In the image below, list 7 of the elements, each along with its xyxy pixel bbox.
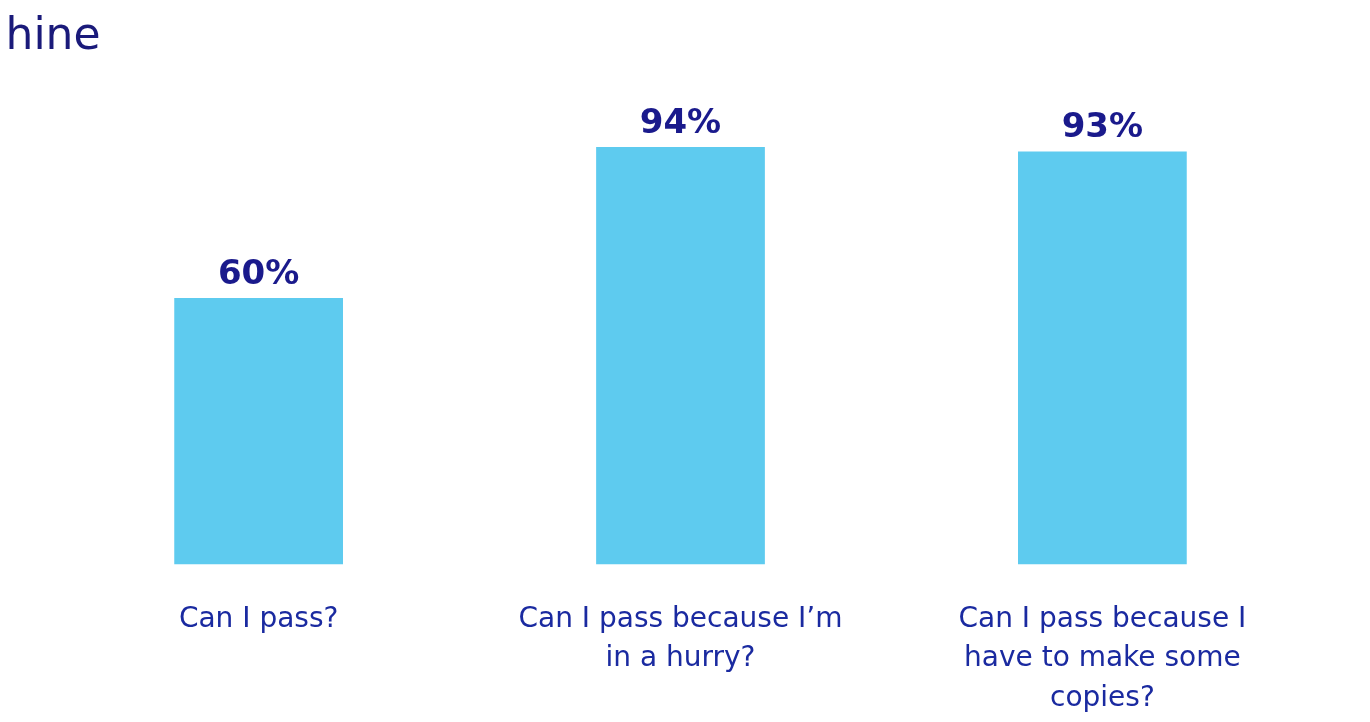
chart-title: hine (5, 7, 101, 59)
x-tick-label: Can I pass because I’m in a hurry? (518, 600, 843, 674)
x-tick-label: Can I pass? (178, 600, 339, 634)
data-label: 60% (217, 252, 300, 293)
x-tick-label: Can I pass because I have to make some copies? (958, 600, 1247, 713)
data-label: 93% (1061, 105, 1144, 146)
data-label: 94% (639, 101, 722, 141)
